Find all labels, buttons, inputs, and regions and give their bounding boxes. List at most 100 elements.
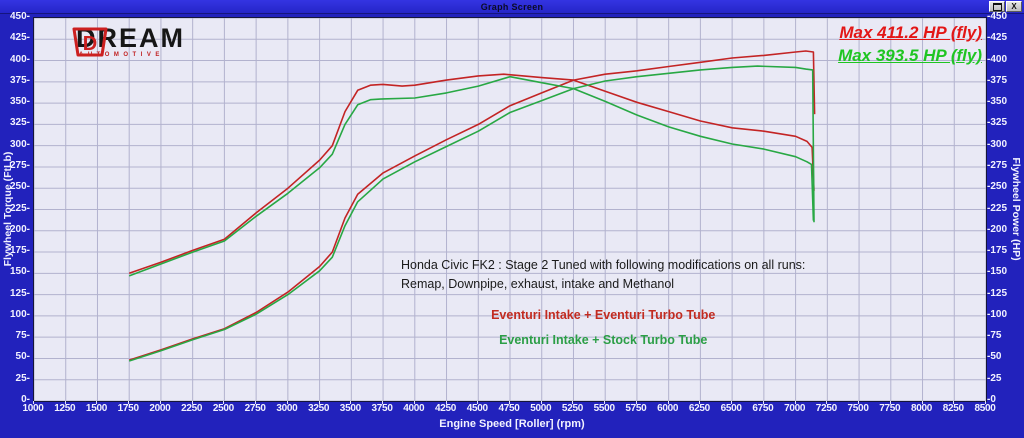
right-axis-tick-label: -250 [987, 181, 1008, 193]
right-axis-tick-label: -75 [987, 330, 1002, 342]
x-axis-tick-mark [858, 401, 860, 404]
x-axis-tick-mark [191, 401, 193, 404]
x-axis-tick-mark [731, 401, 733, 404]
right-axis-tick-label: -125 [987, 287, 1008, 299]
x-axis-tick-label: 6750 [752, 403, 774, 414]
x-axis-tick-label: 4750 [498, 403, 520, 414]
x-axis-tick-label: 5000 [530, 403, 552, 414]
x-axis-tick-label: 7250 [815, 403, 837, 414]
x-axis-tick-mark [413, 401, 415, 404]
x-axis-tick-mark [33, 401, 34, 404]
x-axis-tick-label: 2250 [181, 403, 203, 414]
x-axis-tick-label: 7750 [879, 403, 901, 414]
left-axis-tick-label: 425- [9, 32, 30, 44]
right-axis-tick-label: -150 [987, 266, 1008, 278]
left-axis-tick-label: 350- [9, 96, 30, 108]
left-axis-tick-label: 175- [9, 245, 30, 257]
logo-subtitle: AUTOMOTIVE [79, 52, 164, 58]
annotation-block: Honda Civic FK2 : Stage 2 Tuned with fol… [401, 256, 805, 350]
left-axis-tick-label: 325- [9, 117, 30, 129]
x-axis-tick-label: 7000 [784, 403, 806, 414]
svg-text:D: D [83, 33, 97, 55]
x-axis-tick-label: 7500 [847, 403, 869, 414]
x-axis-tick-label: 1250 [54, 403, 76, 414]
right-axis-tick-label: -325 [987, 117, 1008, 129]
x-axis-tick-mark [318, 401, 320, 404]
right-axis-tick-label: -25 [987, 372, 1002, 384]
series-1 [128, 73, 815, 275]
close-icon: X [1011, 1, 1017, 11]
x-axis-tick-mark [477, 401, 479, 404]
x-axis-tick-label: 3000 [276, 403, 298, 414]
x-axis-tick-mark [985, 401, 986, 404]
titlebar-buttons: X [989, 1, 1022, 12]
x-axis-tick-mark [762, 401, 764, 404]
series-2 [128, 65, 815, 362]
x-axis-tick-label: 5750 [625, 403, 647, 414]
close-button[interactable]: X [1006, 1, 1022, 12]
x-axis-tick-mark [540, 401, 542, 404]
max-hp-red-label: Max 411.2 HP (fly) [839, 23, 982, 42]
x-axis-tick-mark [445, 401, 447, 404]
resize-button[interactable] [989, 1, 1005, 12]
legend-red: Eventuri Intake + Eventuri Turbo Tube [491, 308, 716, 322]
x-axis-tick-mark [64, 401, 66, 404]
left-axis-tick-label: 150- [9, 266, 30, 278]
left-axis-tick-label: 400- [9, 53, 30, 65]
legend-green: Eventuri Intake + Stock Turbo Tube [499, 333, 708, 347]
x-axis-tick-label: 3500 [339, 403, 361, 414]
x-axis-tick-mark [826, 401, 828, 404]
x-axis-tick-label: 1750 [117, 403, 139, 414]
x-axis-tick-label: 5500 [593, 403, 615, 414]
series-0 [128, 50, 816, 361]
left-axis-tick-label: 275- [9, 159, 30, 171]
left-axis-tick-label: 300- [9, 138, 30, 150]
left-axis-tick-label: 50- [15, 351, 30, 363]
x-axis-tick-label: 2750 [244, 403, 266, 414]
x-axis-tick-mark [635, 401, 637, 404]
x-axis-tick-label: 8000 [911, 403, 933, 414]
logo-text: DREAM AUTOMOTIVE [76, 25, 185, 59]
left-axis-tick-label: 225- [9, 202, 30, 214]
x-axis-tick-mark [921, 401, 923, 404]
x-axis-tick-label: 8500 [974, 403, 996, 414]
x-axis-tick-label: 3750 [371, 403, 393, 414]
x-axis-tick-label: 6250 [688, 403, 710, 414]
x-axis-tick-mark [509, 401, 510, 404]
x-axis-tick-label: 6500 [720, 403, 742, 414]
left-axis-tick-label: 250- [9, 181, 30, 193]
x-axis-tick-mark [286, 401, 288, 404]
right-axis-tick-label: -300 [987, 138, 1008, 150]
x-axis-tick-label: 4000 [403, 403, 425, 414]
right-axis-tick-label: -450 [987, 11, 1008, 22]
left-axis-tick-label: 25- [15, 372, 30, 384]
right-axis-tick-label: -200 [987, 223, 1008, 235]
x-axis-tick-mark [128, 401, 130, 404]
x-axis-tick-mark [889, 401, 891, 404]
x-axis-title: Engine Speed [Roller] (rpm) [439, 418, 585, 430]
max-hp-green-label: Max 393.5 HP (fly) [838, 46, 982, 65]
x-axis-tick-mark [953, 401, 955, 404]
x-axis-tick-label: 8250 [942, 403, 964, 414]
title-bar[interactable]: Graph Screen X [0, 0, 1024, 14]
annotation-line1: Honda Civic FK2 : Stage 2 Tuned with fol… [401, 258, 806, 272]
right-axis-tick-label: -0 [987, 394, 996, 405]
x-axis-tick-label: 3250 [308, 403, 330, 414]
x-axis-tick-mark [667, 401, 669, 404]
right-axis-tick-label: -100 [987, 308, 1008, 320]
dream-automotive-logo: D DREAM AUTOMOTIVE [70, 25, 185, 58]
x-axis-tick-label: 1500 [85, 403, 107, 414]
x-axis-tick-label: 5250 [561, 403, 583, 414]
right-axis-tick-label: -50 [987, 351, 1002, 363]
resize-icon [992, 2, 1002, 11]
right-axis-tick-label: -175 [987, 245, 1008, 257]
x-axis-tick-mark [223, 401, 225, 404]
x-axis-tick-mark [159, 401, 161, 404]
dyno-plot: D DREAM AUTOMOTIVE Max 411.2 HP (fly) Ma… [33, 17, 987, 402]
right-axis-tick-label: -225 [987, 202, 1008, 214]
right-axis-tick-label: -375 [987, 74, 1008, 86]
x-axis-tick-label: 1000 [22, 403, 44, 414]
left-axis-tick-label: 200- [9, 223, 30, 235]
x-axis-tick-mark [96, 401, 98, 404]
left-axis-tick-label: 100- [9, 308, 30, 320]
